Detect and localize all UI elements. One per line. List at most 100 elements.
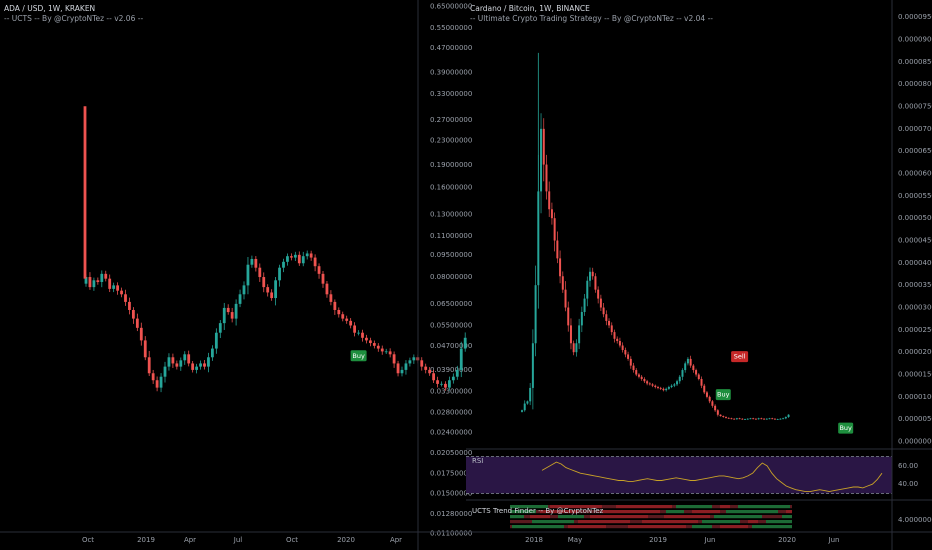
trend-cell bbox=[530, 520, 532, 524]
trend-cell bbox=[632, 510, 634, 514]
trend-cell bbox=[748, 505, 750, 509]
left-candle bbox=[301, 256, 305, 264]
right-chart-header: Cardano / Bitcoin, 1W, BINANCE -- Ultima… bbox=[470, 4, 713, 24]
left-y-tick-2: 0.47000000 bbox=[430, 44, 472, 52]
trend-cell bbox=[776, 515, 778, 519]
trend-cell bbox=[754, 515, 756, 519]
left-candle bbox=[341, 314, 345, 319]
trend-cell bbox=[738, 525, 740, 529]
trend-cell bbox=[780, 505, 782, 509]
trend-cell bbox=[664, 510, 666, 514]
trend-cell bbox=[698, 520, 700, 524]
trend-cell bbox=[580, 515, 582, 519]
trend-cell bbox=[728, 505, 730, 509]
trend-cell bbox=[510, 505, 512, 509]
trend-cell bbox=[736, 510, 738, 514]
trend-cell bbox=[660, 525, 662, 529]
trend-cell bbox=[590, 505, 592, 509]
trend-cell bbox=[564, 520, 566, 524]
trend-cell bbox=[710, 515, 712, 519]
trend-cell bbox=[782, 510, 784, 514]
trend-cell bbox=[688, 515, 690, 519]
trend-cell bbox=[528, 520, 530, 524]
left-candle bbox=[297, 254, 301, 264]
right-candle bbox=[537, 191, 540, 286]
trend-cell bbox=[770, 505, 772, 509]
trend-cell bbox=[544, 520, 546, 524]
trend-cell bbox=[764, 515, 766, 519]
trend-cell bbox=[542, 520, 544, 524]
trend-cell bbox=[692, 525, 694, 529]
trend-cell bbox=[600, 515, 602, 519]
trend-cell bbox=[744, 510, 746, 514]
trend-cell bbox=[566, 510, 568, 514]
left-chart-header: ADA / USD, 1W, KRAKEN -- UCTS -- By @Cry… bbox=[4, 4, 143, 24]
trend-cell bbox=[528, 505, 530, 509]
right-buy-signal-label: Buy bbox=[839, 424, 852, 432]
trend-cell bbox=[570, 505, 572, 509]
right-y-tick-19: 0.00000000 bbox=[898, 438, 932, 446]
trend-cell bbox=[586, 505, 588, 509]
trend-cell bbox=[666, 525, 668, 529]
trend-cell bbox=[656, 520, 658, 524]
trend-cell bbox=[520, 525, 522, 529]
right-candle bbox=[618, 341, 621, 346]
trend-cell bbox=[790, 515, 792, 519]
trend-cell bbox=[552, 520, 554, 524]
right-candle bbox=[624, 349, 627, 355]
left-price-pane: 0.65000000 0.55000000 0.47000000 0.39000000… bbox=[82, 2, 472, 544]
trend-cell bbox=[630, 510, 632, 514]
trend-cell bbox=[790, 510, 792, 514]
trend-cell bbox=[694, 525, 696, 529]
trend-cell bbox=[750, 510, 752, 514]
trend-cell bbox=[696, 520, 698, 524]
trend-cell bbox=[626, 510, 628, 514]
trend-cell bbox=[624, 510, 626, 514]
trend-cell bbox=[706, 505, 708, 509]
left-candle bbox=[135, 318, 139, 328]
trend-cell bbox=[510, 510, 512, 514]
trend-cell bbox=[692, 505, 694, 509]
trend-cell bbox=[588, 510, 590, 514]
trend-cell bbox=[686, 505, 688, 509]
trend-cell bbox=[600, 505, 602, 509]
trend-cell bbox=[530, 510, 532, 514]
trend-cell bbox=[722, 505, 724, 509]
right-y-tick-14: 0.00002500 bbox=[898, 326, 932, 334]
trend-cell bbox=[514, 510, 516, 514]
trend-cell bbox=[518, 505, 520, 509]
trend-cell bbox=[778, 515, 780, 519]
trend-cell bbox=[630, 515, 632, 519]
trend-cell bbox=[668, 520, 670, 524]
trend-cell bbox=[628, 505, 630, 509]
trend-cell bbox=[768, 510, 770, 514]
trend-cell bbox=[634, 510, 636, 514]
right-candle bbox=[787, 414, 790, 417]
trend-cell bbox=[536, 505, 538, 509]
trend-cell bbox=[614, 510, 616, 514]
left-candle bbox=[175, 363, 179, 367]
trend-cell bbox=[558, 510, 560, 514]
trend-cell bbox=[726, 510, 728, 514]
trend-cell bbox=[628, 525, 630, 529]
trend-cell bbox=[524, 510, 526, 514]
trend-cell bbox=[644, 505, 646, 509]
trend-cell bbox=[738, 520, 740, 524]
left-x-tick-6: Apr bbox=[390, 536, 402, 544]
trend-cell bbox=[776, 510, 778, 514]
trend-cell bbox=[660, 510, 662, 514]
right-candle bbox=[616, 338, 619, 342]
trend-cell bbox=[682, 510, 684, 514]
trend-cell bbox=[654, 505, 656, 509]
trend-cell bbox=[732, 510, 734, 514]
trend-cell bbox=[540, 515, 542, 519]
trend-cell bbox=[666, 510, 668, 514]
trend-cell bbox=[620, 525, 622, 529]
trend-cell bbox=[586, 520, 588, 524]
trend-cell bbox=[764, 520, 766, 524]
trend-cell bbox=[708, 520, 710, 524]
trend-cell bbox=[756, 510, 758, 514]
right-candle bbox=[773, 418, 776, 420]
trend-cell bbox=[578, 520, 580, 524]
